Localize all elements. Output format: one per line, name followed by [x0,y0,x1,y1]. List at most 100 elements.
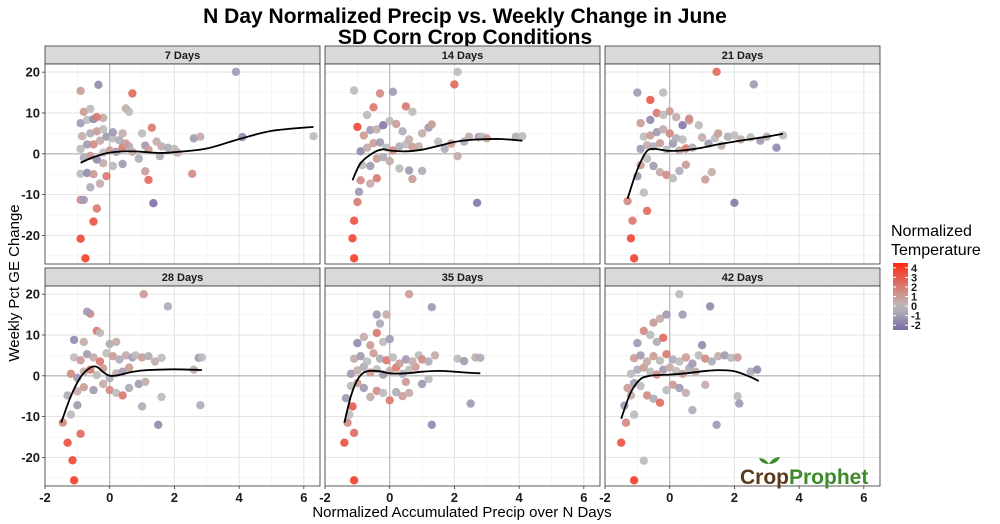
y-tick-label: 20 [26,65,40,80]
data-point [701,354,710,363]
data-point [147,123,156,132]
data-point [404,365,414,374]
data-point [408,142,417,152]
facet-panel: 7 Days -20 -10 0 10 20 [21,45,321,265]
data-point [353,366,362,375]
data-point [623,383,632,393]
data-point [392,119,401,129]
data-point [354,187,364,196]
data-point [730,131,739,140]
facet-panel: 35 Days -2 0 2 4 6 [319,267,601,505]
data-point [398,392,407,401]
data-point [369,103,378,112]
data-point [655,356,665,365]
data-point [73,401,82,410]
data-point [697,133,707,142]
data-point [778,131,788,140]
data-point [707,357,716,366]
data-point [646,367,655,376]
data-point [659,125,668,134]
data-point [642,141,652,150]
data-point [629,476,639,485]
data-point [649,352,658,361]
data-point [395,164,404,173]
data-point [349,476,359,485]
data-point [659,110,668,120]
data-point [353,122,362,132]
data-point [78,132,87,141]
data-point [628,216,637,225]
chart-subtitle: SD Corn Crop Conditions [338,26,592,49]
data-point [155,152,165,161]
data-point [197,353,207,362]
data-point [115,136,124,145]
data-point [414,142,423,151]
data-point [453,152,462,161]
smooth-trend-line [80,126,314,164]
data-point [639,456,648,465]
data-point [99,125,108,134]
y-tick-label: 10 [26,327,40,342]
data-point [675,383,684,393]
data-point [362,357,372,366]
data-point [694,351,703,360]
smooth-trend-line [343,369,481,423]
data-point [701,380,710,389]
data-point [121,351,131,360]
data-point [617,438,626,447]
facet-strip-label: 7 Days [165,50,200,62]
logo-prophet-text: Prophet [789,466,868,489]
data-point [652,108,661,118]
data-point [633,88,642,97]
data-point [459,356,469,366]
data-point [707,168,716,177]
data-point [629,354,639,363]
data-point [665,129,674,138]
data-point [712,420,721,429]
data-point [639,132,648,141]
data-point [356,176,365,185]
data-point [401,377,411,387]
data-point [427,120,436,129]
data-point [453,354,462,363]
data-point [649,318,658,327]
data-point [408,174,417,184]
data-point [86,183,95,192]
data-point [662,385,671,395]
data-point [81,254,90,263]
data-point [511,132,521,141]
data-point [66,410,76,419]
data-point [408,357,417,366]
legend-tick-label: 1 [911,292,917,304]
data-point [659,333,668,342]
data-point [730,198,739,207]
data-point [733,353,742,362]
data-point [427,420,436,429]
data-point [655,139,665,148]
legend-tick-label: 4 [911,263,918,275]
data-point [76,429,85,438]
data-point [668,174,678,183]
data-point [375,138,385,147]
data-point [404,290,414,299]
data-point [672,134,681,143]
panel-border [324,63,601,265]
panel-background [45,286,320,486]
data-point [749,80,758,89]
data-point [684,114,694,123]
data-point [675,166,684,176]
facet-strip-label: 28 Days [162,272,204,284]
data-point [163,143,173,152]
data-point [720,351,729,360]
data-point [89,353,98,362]
data-point [642,206,652,216]
data-point [712,67,721,77]
data-point [86,129,95,138]
y-tick-label: -20 [21,228,40,243]
data-point [366,125,375,135]
data-point [92,127,102,136]
data-point [118,129,127,138]
data-point [395,359,404,368]
facet-strip-label: 35 Days [442,272,484,284]
data-point [99,113,108,123]
